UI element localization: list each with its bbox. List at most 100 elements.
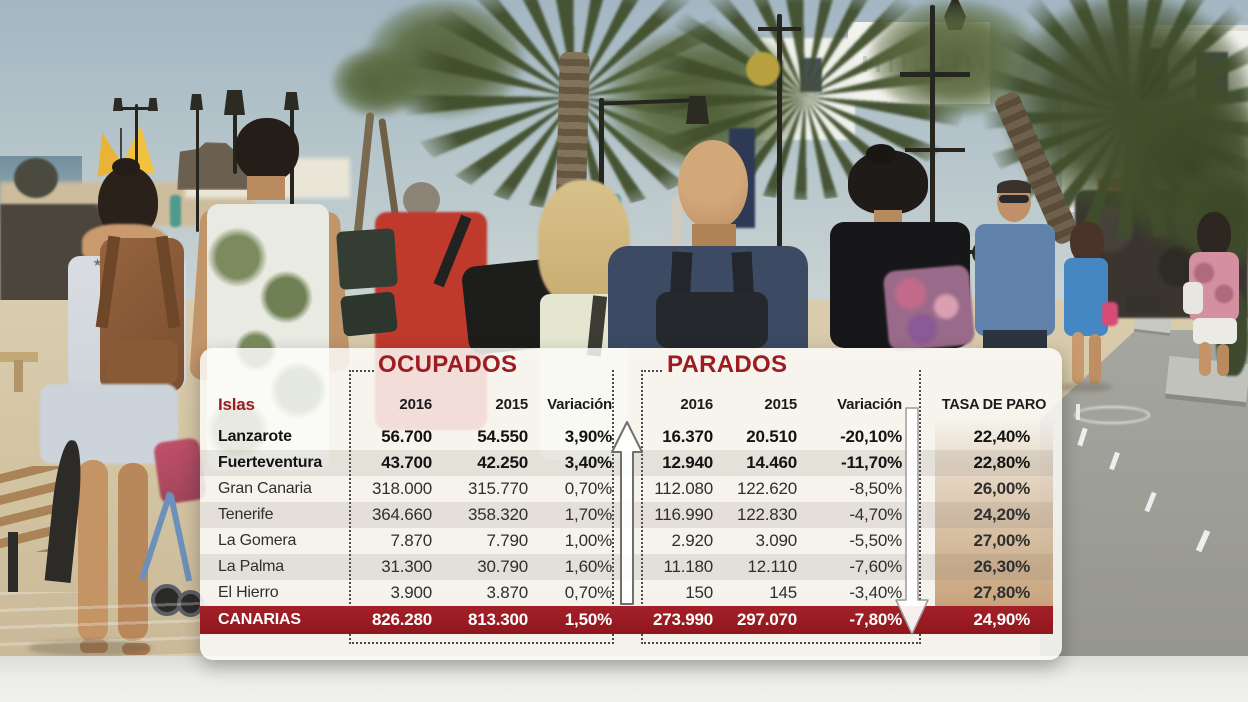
bench xyxy=(0,439,86,592)
table-row-lanzarote: Lanzarote 56.700 54.550 3,90% 16.370 20.… xyxy=(200,424,1053,450)
occupied-2016: 826.280 xyxy=(371,610,432,629)
unemployed-variation: -4,70% xyxy=(849,505,902,524)
unemployed-2015: 122.830 xyxy=(736,505,797,524)
island-name: CANARIAS xyxy=(218,611,301,628)
unemployed-variation: -11,70% xyxy=(841,453,902,472)
unemployment-rate: 22,80% xyxy=(973,453,1031,472)
lantern-icon xyxy=(190,94,203,110)
sandal xyxy=(122,643,150,655)
island-name: Fuerteventura xyxy=(218,454,323,471)
unemployed-2016: 11.180 xyxy=(663,557,713,576)
unemployed-2016: 116.990 xyxy=(654,505,713,524)
unemployment-rate: 26,30% xyxy=(973,557,1031,576)
lamp-crossbar xyxy=(900,72,970,77)
unemployed-2015: 3.090 xyxy=(755,531,797,550)
island-name: La Gomera xyxy=(218,532,297,549)
sandal xyxy=(80,640,108,653)
col-unemployed-2015: 2015 xyxy=(764,396,797,413)
unemployed-2015: 14.460 xyxy=(746,453,797,472)
occupied-variation: 0,70% xyxy=(564,479,612,498)
lamp-crossbar xyxy=(758,27,801,31)
sunglasses-icon xyxy=(999,195,1029,203)
unemployed-2015: 20.510 xyxy=(746,427,797,446)
floral-bag xyxy=(882,264,976,352)
lantern-icon xyxy=(148,98,158,111)
occupied-2016: 7.870 xyxy=(390,531,432,550)
unemployment-rate-column-highlight xyxy=(935,418,1053,606)
mid-bench xyxy=(336,228,398,290)
pink-toy xyxy=(1102,302,1118,326)
leg xyxy=(1089,334,1101,384)
blue-dress xyxy=(1064,258,1108,336)
occupied-2015: 54.550 xyxy=(477,427,528,446)
unemployed-2016: 2.920 xyxy=(671,531,713,550)
hair-bun xyxy=(112,158,140,176)
occupied-variation: 1,00% xyxy=(564,531,612,550)
bald-head xyxy=(678,140,748,230)
table-row-gran-canaria: Gran Canaria 318.000 315.770 0,70% 112.0… xyxy=(200,476,1053,502)
employment-table-panel: OCUPADOS PARADOS Islas 2016 2015 Variaci… xyxy=(200,348,1062,660)
distant-person-teal xyxy=(170,195,181,227)
unemployment-rate: 24,20% xyxy=(973,505,1031,524)
hair xyxy=(1197,212,1231,258)
unemployed-2016: 273.990 xyxy=(652,610,713,629)
stroller-frame xyxy=(167,494,193,582)
lamp-arm xyxy=(117,107,157,110)
islands-header: Islas xyxy=(218,395,255,414)
occupied-title: OCUPADOS xyxy=(378,351,518,378)
occupied-variation: 0,70% xyxy=(564,583,612,602)
occupied-2015: 30.790 xyxy=(477,557,528,576)
island-name: Lanzarote xyxy=(218,428,292,445)
occupied-2016: 318.000 xyxy=(371,479,432,498)
unemployed-section-box xyxy=(641,370,921,644)
unemployment-rate: 26,00% xyxy=(973,479,1031,498)
unemployed-title: PARADOS xyxy=(667,351,788,378)
person-dark-cap xyxy=(830,144,976,352)
col-occupied-2016: 2016 xyxy=(399,396,432,413)
occupied-2015: 42.250 xyxy=(477,453,528,472)
unemployment-rate: 27,80% xyxy=(973,583,1031,602)
lamp-crossbar xyxy=(905,148,965,152)
unemployed-2015: 12.110 xyxy=(747,557,797,576)
table-row-la-gomera: La Gomera 7.870 7.790 1,00% 2.920 3.090 … xyxy=(200,528,1053,554)
occupied-2016: 31.300 xyxy=(381,557,432,576)
unemployment-rate: 22,40% xyxy=(973,427,1031,446)
blue-tshirt xyxy=(975,224,1055,336)
occupied-variation: 3,90% xyxy=(564,427,612,446)
person-bald-backpack xyxy=(608,136,808,348)
leg xyxy=(118,463,148,641)
rock-block xyxy=(1126,296,1160,312)
occupied-2015: 7.790 xyxy=(486,531,528,550)
ground-shadow xyxy=(1060,382,1112,392)
lantern-icon xyxy=(224,90,245,115)
ground-shadow xyxy=(28,640,152,656)
unemployed-box-lead xyxy=(641,370,662,374)
col-occupied-2015: 2015 xyxy=(495,396,528,413)
shore-bush xyxy=(14,158,58,198)
unemployment-rate: 27,00% xyxy=(973,531,1031,550)
dark-shorts xyxy=(983,330,1047,348)
unemployed-variation: -3,40% xyxy=(849,583,902,602)
decrease-arrow-icon xyxy=(895,407,929,635)
mid-bench-2 xyxy=(340,291,398,337)
increase-arrow-icon xyxy=(611,421,643,605)
col-occupied-variation: Variación xyxy=(547,396,612,413)
bike-symbol xyxy=(1074,406,1150,424)
backpack-flap xyxy=(106,340,178,384)
occupied-2015: 3.870 xyxy=(486,583,528,602)
occupied-2016: 56.700 xyxy=(381,427,432,446)
unemployment-rate: 24,90% xyxy=(973,610,1031,629)
col-unemployed-2016: 2016 xyxy=(680,396,713,413)
unemployed-2015: 297.070 xyxy=(736,610,797,629)
occupied-variation: 1,50% xyxy=(564,610,612,629)
unemployed-2016: 112.080 xyxy=(654,479,713,498)
white-skirt xyxy=(1193,318,1237,344)
person-girl-blue xyxy=(1058,222,1120,390)
black-backpack xyxy=(656,292,768,348)
lamp-post-right xyxy=(930,5,935,300)
lamp-post-tall xyxy=(777,14,782,348)
tattoo xyxy=(93,258,102,267)
occupied-2016: 3.900 xyxy=(390,583,432,602)
unemployed-variation: -5,50% xyxy=(849,531,902,550)
